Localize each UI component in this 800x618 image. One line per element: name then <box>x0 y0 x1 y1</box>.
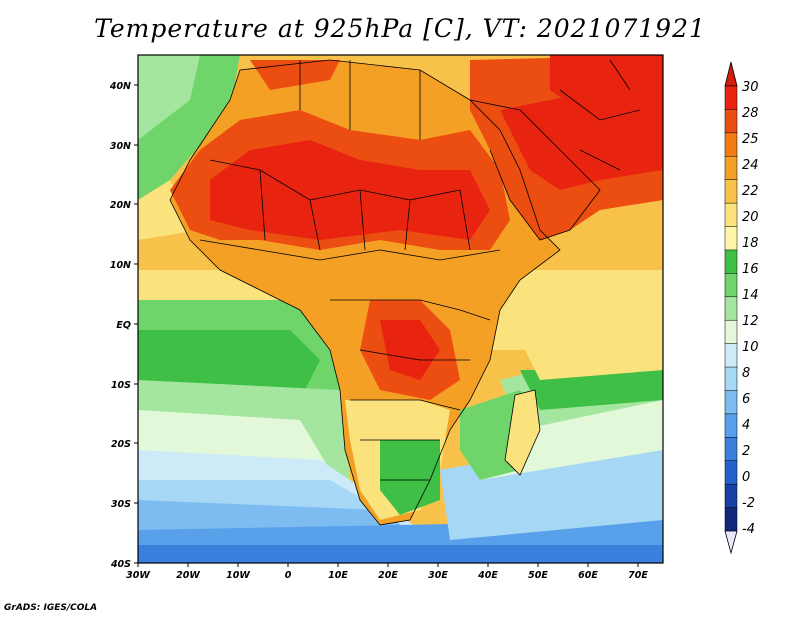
lon-label: 50E <box>528 570 548 581</box>
colorbar-segment <box>724 507 738 532</box>
colorbar-label: 30 <box>742 80 759 95</box>
colorbar-segment <box>724 226 738 251</box>
colorbar-label: 6 <box>742 392 750 407</box>
colorbar-segment <box>724 437 738 462</box>
colorbar-label: 16 <box>742 262 759 277</box>
colorbar-label: 20 <box>742 210 759 225</box>
colorbar-label: 14 <box>742 288 759 303</box>
colorbar-under-arrow <box>724 530 738 555</box>
lat-label: 40N <box>109 81 131 92</box>
colorbar-segment <box>724 85 738 110</box>
lat-label: EQ <box>116 320 131 331</box>
colorbar-segment <box>724 413 738 438</box>
lon-label: 40E <box>477 570 498 581</box>
colorbar-segment <box>724 109 738 134</box>
lon-label: 10W <box>226 570 250 581</box>
colorbar-label: -4 <box>742 522 755 537</box>
lat-label: 40S <box>110 559 131 570</box>
lat-label: 10N <box>110 260 131 271</box>
colorbar-segment <box>724 319 738 345</box>
colorbar-segment <box>724 483 738 509</box>
colorbar: 30 28 25 24 22 20 18 16 14 12 10 8 6 4 2… <box>724 61 759 555</box>
colorbar-label: 18 <box>742 236 759 251</box>
lat-label: 20S <box>111 439 131 450</box>
lon-label: 10E <box>328 570 348 581</box>
country-borders <box>169 59 641 526</box>
axis-ticks <box>134 84 639 567</box>
lat-label: 30S <box>111 499 131 510</box>
lat-label: 20N <box>110 200 131 211</box>
colorbar-label: -2 <box>742 496 755 511</box>
grads-credit: GrADS: IGES/COLA <box>4 603 98 613</box>
colorbar-over-arrow <box>724 61 738 87</box>
lon-label: 60E <box>578 570 598 581</box>
lon-label: 70E <box>628 570 648 581</box>
colorbar-segment <box>724 343 738 368</box>
colorbar-label: 10 <box>742 340 759 355</box>
temperature-field <box>138 55 663 563</box>
lon-label: 0 <box>285 570 292 581</box>
lat-label: 30N <box>110 141 131 152</box>
colorbar-segment <box>724 296 738 321</box>
colorbar-segment <box>724 273 738 298</box>
colorbar-label: 8 <box>742 366 750 381</box>
colorbar-segment <box>724 156 738 181</box>
plot-frame <box>137 54 664 564</box>
lon-label: 20W <box>176 570 200 581</box>
lon-label: 30E <box>428 570 448 581</box>
colorbar-label: 24 <box>742 158 759 173</box>
colorbar-label: 4 <box>742 418 750 433</box>
colorbar-segment <box>724 390 738 415</box>
colorbar-label: 0 <box>742 470 750 485</box>
colorbar-segment <box>724 179 738 204</box>
lon-label: 20E <box>378 570 398 581</box>
colorbar-label: 25 <box>742 132 759 147</box>
lat-label: 10S <box>111 380 131 391</box>
colorbar-segment <box>724 202 738 228</box>
colorbar-label: 22 <box>742 184 759 199</box>
colorbar-label: 12 <box>742 314 759 329</box>
map-title: Temperature at 925hPa [C], VT: 202107192… <box>94 14 706 43</box>
colorbar-label: 28 <box>742 106 759 121</box>
colorbar-segment <box>724 249 738 274</box>
colorbar-segment <box>724 132 738 157</box>
lon-label: 30W <box>126 570 150 581</box>
colorbar-segment <box>724 460 738 485</box>
colorbar-segment <box>724 366 738 392</box>
colorbar-label: 2 <box>742 444 750 459</box>
